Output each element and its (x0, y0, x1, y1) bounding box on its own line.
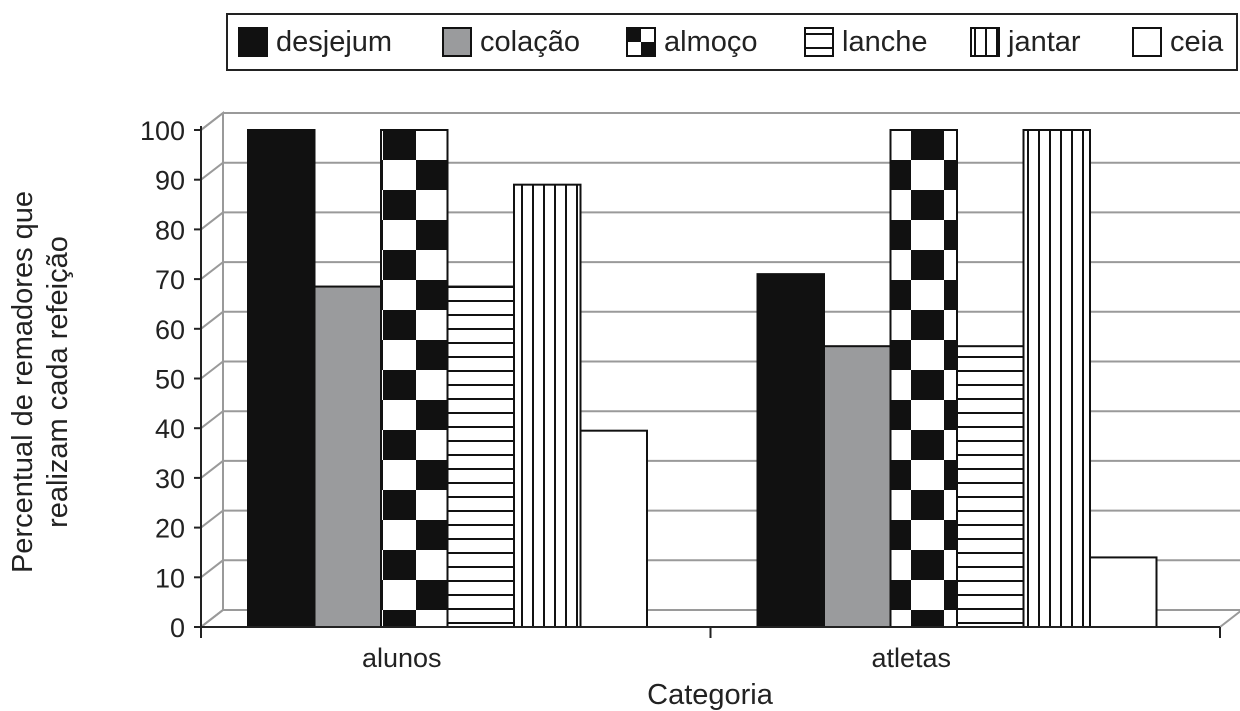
legend-item-jantar: jantar (970, 15, 1081, 69)
legend-swatch (442, 27, 472, 57)
y-tick-label: 20 (155, 514, 185, 544)
legend-item-lanche: lanche (804, 15, 927, 69)
x-axis-label: Categoria (647, 679, 774, 711)
bars-layer (247, 129, 1158, 628)
y-tick-label: 90 (155, 166, 185, 196)
legend-label: ceia (1170, 25, 1224, 58)
legend-swatch (626, 27, 656, 57)
legend-swatch (804, 27, 834, 57)
bar-atletas-ceia (1089, 556, 1158, 628)
y-axis-label-line-1-text: Percentual de remadores que (7, 191, 39, 573)
y-tick-label: 30 (155, 464, 185, 494)
y-tick-label: 60 (155, 315, 185, 345)
bar-alunos-ceia (579, 429, 648, 628)
legend-label: almoço (664, 25, 758, 58)
legend-label: colação (480, 25, 580, 58)
legend-label: jantar (1008, 25, 1081, 58)
bar-atletas-jantar (1022, 129, 1091, 628)
bar-alunos-almoço (380, 129, 449, 628)
y-tick-label: 100 (140, 116, 185, 146)
bar-atletas-lanche (956, 345, 1025, 628)
legend-item-almoço: almoço (626, 15, 758, 69)
gridline (200, 112, 1240, 131)
bar-alunos-colação (313, 285, 382, 628)
legend-swatch (1132, 27, 1162, 57)
legend-swatch (970, 27, 1000, 57)
legend-swatch (238, 27, 268, 57)
bar-alunos-lanche (446, 285, 515, 628)
y-tick-label: 0 (170, 613, 185, 643)
legend-label: lanche (842, 25, 928, 58)
legend-label: desjejum (276, 25, 393, 58)
y-tick-label: 50 (155, 365, 185, 395)
y-axis-label-line-2-text: realizam cada refeição (42, 236, 74, 528)
axes (194, 126, 1221, 638)
bar-alunos-desjejum (247, 129, 316, 628)
y-tick-labels: 0 10 20 30 40 50 60 70 80 90 100 (140, 116, 185, 643)
bar-atletas-colação (823, 345, 892, 628)
legend-item-colação: colação (442, 15, 580, 69)
legend: desjejum colação almoço lanche jantar ceia (226, 13, 1238, 71)
legend-item-ceia: ceia (1132, 15, 1223, 69)
y-tick-label: 40 (155, 414, 185, 444)
bar-atletas-almoço (889, 129, 958, 628)
y-tick-label: 80 (155, 215, 185, 245)
bar-atletas-desjejum (756, 273, 825, 628)
x-tick-label-alunos: alunos (362, 643, 442, 673)
x-tick-labels: alunos atletas (362, 643, 951, 673)
bar-alunos-jantar (513, 183, 582, 628)
y-tick-label: 70 (155, 265, 185, 295)
legend-item-desjejum: desjejum (238, 15, 392, 69)
x-tick-label-atletas: atletas (871, 643, 951, 673)
y-tick-label: 10 (155, 563, 185, 593)
